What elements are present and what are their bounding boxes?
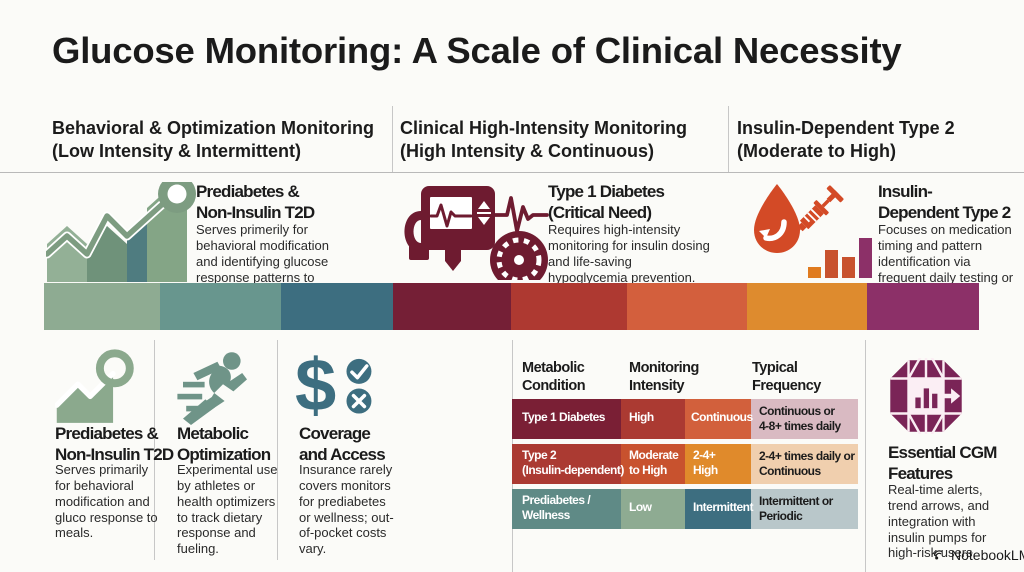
svg-text:$: $ xyxy=(295,348,336,426)
